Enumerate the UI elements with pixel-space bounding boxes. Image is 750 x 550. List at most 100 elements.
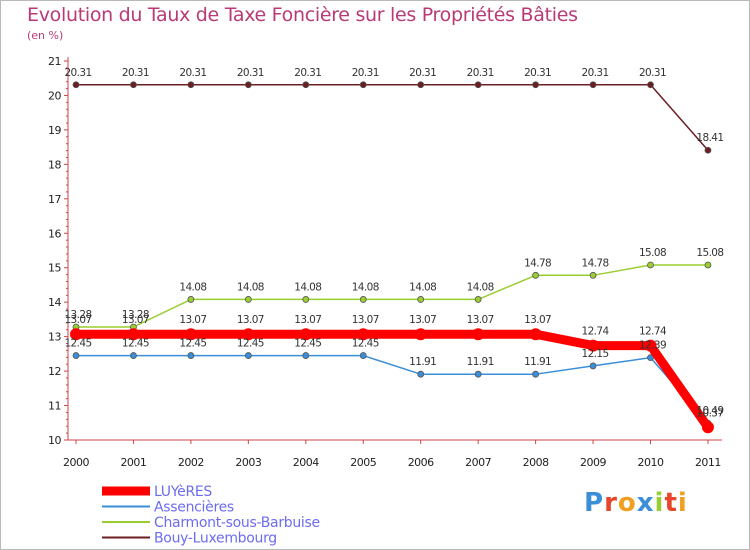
proxiti-logo: Proxiti [584, 488, 688, 518]
data-label: 13.07 [352, 314, 379, 326]
data-point [130, 81, 137, 89]
data-label: 20.31 [122, 67, 149, 79]
y-tick-label: 13 [48, 331, 61, 344]
data-point [647, 81, 654, 89]
data-point [72, 81, 80, 89]
legend-label: LUYèRES [154, 484, 212, 500]
data-label: 15.08 [696, 247, 723, 259]
data-point [184, 328, 197, 341]
chart-title: Evolution du Taux de Taxe Foncière sur l… [27, 4, 578, 26]
data-point [187, 352, 195, 359]
data-point [130, 352, 137, 359]
y-tick-label: 10 [48, 434, 61, 447]
data-point [242, 328, 255, 341]
data-label: 20.31 [352, 67, 379, 79]
data-label: 13.07 [179, 314, 206, 326]
data-label: 12.74 [639, 326, 667, 338]
data-label: 13.07 [122, 314, 149, 326]
logo-letter: P [584, 488, 605, 518]
logo-letter: i [677, 488, 688, 518]
series-line-0 [71, 329, 713, 432]
data-point [589, 271, 597, 279]
data-label: 14.08 [237, 281, 264, 293]
data-point [704, 261, 712, 269]
series-line-1 [75, 354, 709, 424]
data-label: 12.45 [122, 338, 149, 350]
data-label: 14.08 [409, 281, 436, 293]
data-label: 20.31 [294, 67, 321, 79]
data-label: 20.31 [409, 67, 436, 79]
data-label: 15.08 [639, 247, 666, 259]
data-label: 10.37 [696, 407, 723, 419]
data-label: 12.45 [237, 338, 264, 350]
data-label: 20.31 [639, 67, 666, 79]
x-tick-label: 2009 [580, 456, 606, 469]
data-label: 12.15 [582, 348, 609, 360]
data-label: 14.08 [294, 281, 321, 293]
data-label: 14.08 [179, 281, 206, 293]
data-point [127, 328, 140, 341]
x-tick-label: 2004 [293, 456, 319, 469]
data-point [417, 296, 425, 303]
y-tick-label: 21 [48, 55, 61, 68]
logo-letter: i [654, 488, 665, 518]
data-label: 13.07 [237, 314, 264, 326]
data-point [417, 81, 425, 89]
logo-letter: r [604, 488, 618, 518]
data-point [589, 81, 597, 89]
data-label: 11.91 [409, 356, 436, 368]
data-label: 12.45 [179, 338, 206, 350]
data-label: 14.78 [524, 257, 551, 269]
legend-label: Charmont-sous-Barbuise [154, 515, 320, 531]
series-line-2 [75, 264, 709, 328]
data-point [532, 370, 539, 378]
legend-label: Assencières [154, 500, 234, 516]
unit-label: (en %) [27, 29, 64, 42]
data-point [244, 352, 252, 359]
logo-letter: t [664, 488, 678, 518]
legend-label: Bouy-Luxembourg [154, 531, 277, 547]
data-point [299, 328, 312, 341]
data-point [417, 370, 425, 378]
y-tick-label: 12 [48, 365, 61, 378]
data-label: 18.41 [696, 132, 723, 144]
x-tick-label: 2008 [523, 456, 549, 469]
data-label: 13.07 [64, 314, 91, 326]
data-label: 12.45 [64, 338, 91, 350]
data-point [474, 370, 482, 378]
data-point [587, 339, 600, 352]
data-label: 20.31 [179, 67, 206, 79]
y-tick-label: 17 [48, 193, 61, 206]
y-tick-label: 20 [48, 89, 61, 102]
y-tick-label: 11 [48, 400, 61, 413]
data-point [302, 352, 310, 359]
x-tick-label: 2000 [63, 456, 89, 469]
x-tick-label: 2007 [465, 456, 491, 469]
x-tick-label: 2002 [178, 456, 204, 469]
y-tick-label: 19 [48, 124, 61, 137]
data-point [474, 296, 482, 303]
data-label: 14.08 [467, 281, 494, 293]
logo-letter: o [617, 488, 637, 518]
data-point [187, 81, 195, 89]
data-point [359, 352, 367, 359]
data-point [359, 81, 367, 89]
data-label: 11.91 [524, 356, 551, 368]
data-point [302, 296, 310, 303]
y-tick-label: 14 [48, 296, 61, 309]
data-point [589, 362, 597, 370]
data-label: 20.31 [524, 67, 551, 79]
data-point [357, 328, 370, 341]
data-point [72, 352, 80, 359]
data-point [704, 146, 712, 154]
data-point [529, 328, 542, 341]
data-point [70, 328, 82, 341]
x-tick-label: 2010 [638, 456, 664, 469]
data-label: 20.31 [237, 67, 264, 79]
logo-letter: x [636, 488, 655, 518]
data-label: 20.31 [467, 67, 494, 79]
data-label: 20.31 [64, 67, 91, 79]
data-label: 12.74 [582, 326, 610, 338]
